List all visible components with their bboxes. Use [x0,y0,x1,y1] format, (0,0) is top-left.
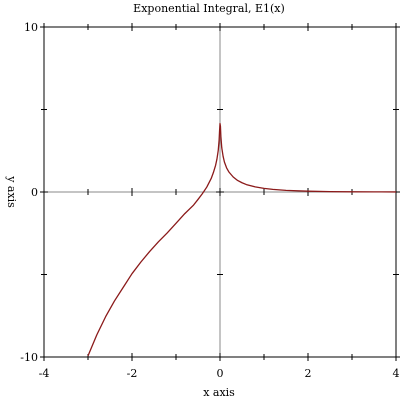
x-tick-label: 2 [305,367,312,380]
x-tick-label: 0 [217,367,224,380]
y-axis-label: y axis [5,175,18,208]
x-tick-label: 4 [393,367,400,380]
x-tick-label: -4 [39,367,50,380]
series-group [87,122,397,357]
tick-marks [40,23,400,361]
series-line-0 [87,122,397,357]
tick-labels: -4 -2 0 2 4 -10 0 10 [20,21,399,380]
y-tick-label: 10 [24,21,38,34]
y-tick-label: -10 [20,351,38,364]
chart-title: Exponential Integral, E1(x) [133,2,285,15]
x-tick-label: -2 [127,367,138,380]
y-tick-label: 0 [31,186,38,199]
x-axis-label: x axis [203,386,235,399]
